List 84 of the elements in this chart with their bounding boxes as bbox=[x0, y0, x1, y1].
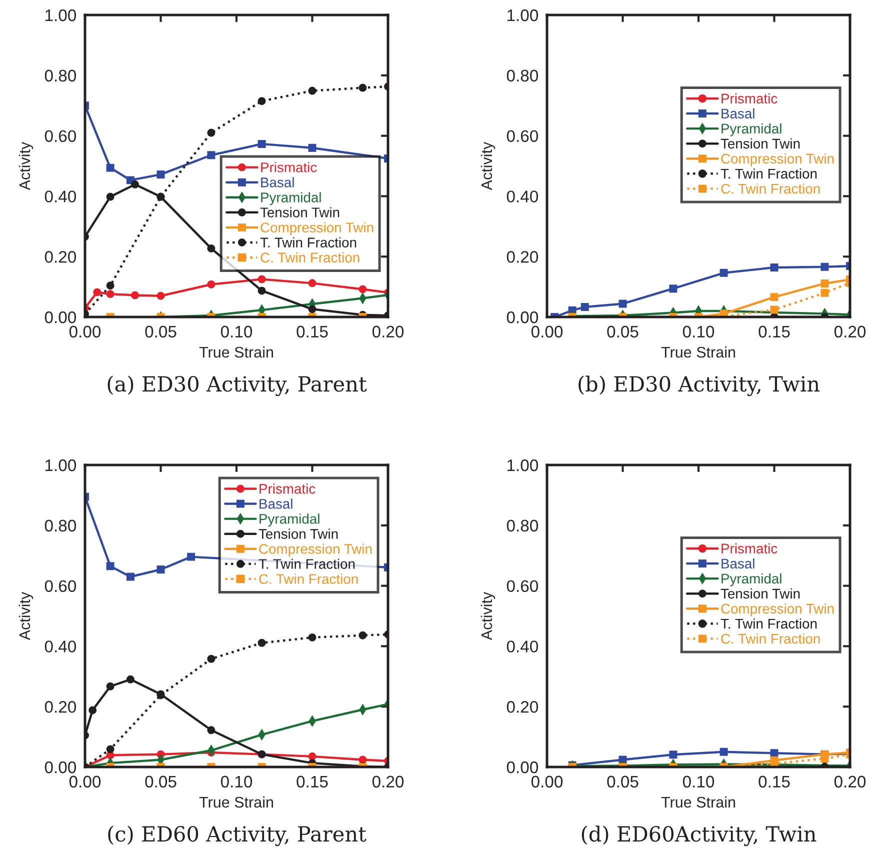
legend-label: Prismatic bbox=[722, 543, 778, 554]
x-axis-title: True Strain bbox=[661, 346, 736, 358]
y-tick-label: 0.80 bbox=[506, 70, 538, 82]
legend-label: Prismatic bbox=[722, 93, 778, 104]
y-tick-label: 0.00 bbox=[44, 311, 76, 324]
legend-label: C. Twin Fraction bbox=[260, 252, 360, 262]
legend-label: Pyramidal bbox=[722, 573, 782, 586]
legend-label: T. Twin Fraction bbox=[720, 618, 817, 629]
legend-label: Pyramidal bbox=[261, 192, 321, 206]
y-axis-title: Activity bbox=[18, 592, 34, 640]
x-tick-label: 0.20 bbox=[372, 326, 404, 338]
y-tick-label: 0.80 bbox=[506, 520, 538, 532]
y-axis-title: Activity bbox=[480, 592, 496, 640]
y-tick-label: 0.60 bbox=[44, 130, 76, 142]
legend-label: Basal bbox=[722, 108, 754, 119]
legend-label: Compression Twin bbox=[721, 153, 834, 166]
legend-label: Prismatic bbox=[260, 484, 316, 494]
x-axis-title: True Strain bbox=[199, 346, 274, 358]
y-tick-label: 0.20 bbox=[506, 701, 538, 713]
legend-label: C. Twin Fraction bbox=[721, 183, 820, 194]
x-tick-label: 0.05 bbox=[145, 326, 176, 338]
legend-label: Tension Twin bbox=[258, 528, 338, 539]
y-tick-label: 0.20 bbox=[506, 251, 538, 263]
y-tick-label: 0.60 bbox=[506, 580, 538, 592]
y-tick-label: 0.60 bbox=[44, 580, 76, 592]
y-tick-label: 0.80 bbox=[44, 70, 76, 82]
x-tick-label: 0.10 bbox=[220, 776, 252, 788]
y-tick-label: 1.00 bbox=[46, 9, 76, 22]
legend-label: Basal bbox=[722, 558, 754, 569]
y-tick-label: 0.20 bbox=[44, 251, 76, 263]
x-tick-label: 0.05 bbox=[607, 326, 638, 338]
y-axis-title: Activity bbox=[480, 142, 496, 190]
y-tick-label: 0.00 bbox=[506, 311, 538, 324]
y-tick-label: 0.80 bbox=[44, 520, 76, 532]
x-tick-label: 0.20 bbox=[834, 326, 866, 338]
text: (c) ED60 Activity, Parent bbox=[108, 826, 366, 846]
y-tick-label: 1.00 bbox=[46, 459, 76, 472]
y-tick-label: 1.00 bbox=[508, 459, 538, 472]
x-tick-label: 0.10 bbox=[682, 326, 714, 338]
legend-label: Pyramidal bbox=[722, 123, 782, 136]
y-tick-label: 0.00 bbox=[44, 761, 76, 774]
x-tick-label: 0.15 bbox=[296, 326, 328, 338]
x-tick-label: 0.05 bbox=[607, 776, 638, 788]
legend-label: C. Twin Fraction bbox=[721, 633, 820, 644]
x-tick-label: 0.00 bbox=[69, 326, 101, 338]
legend-label: Pyramidal bbox=[260, 514, 320, 527]
y-tick-label: 0.40 bbox=[506, 190, 538, 202]
legend-label: Compression Twin bbox=[721, 603, 834, 616]
y-tick-label: 1.00 bbox=[508, 9, 538, 22]
x-tick-label: 0.15 bbox=[758, 776, 790, 788]
text: (a) ED30 Activity, Parent bbox=[108, 376, 367, 396]
legend-label: Compression Twin bbox=[260, 222, 374, 236]
x-tick-label: 0.05 bbox=[145, 776, 176, 788]
legend-label: Compression Twin bbox=[259, 544, 372, 557]
legend-label: Tension Twin bbox=[720, 588, 800, 599]
legend-label: Tension Twin bbox=[720, 138, 800, 149]
x-tick-label: 0.20 bbox=[372, 776, 404, 788]
x-tick-label: 0.00 bbox=[531, 776, 563, 788]
legend-label: T. Twin Fraction bbox=[260, 237, 356, 248]
legend-label: Tension Twin bbox=[260, 207, 340, 218]
x-tick-label: 0.00 bbox=[69, 776, 101, 788]
x-tick-label: 0.15 bbox=[296, 776, 328, 788]
legend-label: Basal bbox=[260, 498, 292, 509]
text: (b) ED30 Activity, Twin bbox=[578, 376, 820, 396]
x-axis-title: True Strain bbox=[199, 796, 274, 808]
x-tick-label: 0.00 bbox=[531, 326, 563, 338]
legend-label: T. Twin Fraction bbox=[720, 168, 817, 179]
legend-label: Basal bbox=[261, 177, 294, 188]
x-tick-label: 0.15 bbox=[758, 326, 790, 338]
text: (d) ED60Activity, Twin bbox=[582, 826, 816, 846]
legend-label: C. Twin Fraction bbox=[259, 574, 358, 584]
x-tick-label: 0.20 bbox=[834, 776, 866, 788]
y-tick-label: 0.20 bbox=[44, 701, 76, 713]
y-axis-title: Activity bbox=[18, 142, 34, 190]
legend-label: Prismatic bbox=[261, 162, 317, 172]
y-tick-label: 0.00 bbox=[506, 761, 538, 774]
y-tick-label: 0.40 bbox=[44, 640, 76, 652]
x-tick-label: 0.10 bbox=[220, 326, 252, 338]
y-tick-label: 0.40 bbox=[44, 190, 76, 202]
x-axis-title: True Strain bbox=[661, 796, 736, 808]
y-tick-label: 0.60 bbox=[506, 130, 538, 142]
legend-label: T. Twin Fraction bbox=[258, 558, 355, 569]
y-tick-label: 0.40 bbox=[506, 640, 538, 652]
x-tick-label: 0.10 bbox=[682, 776, 714, 788]
